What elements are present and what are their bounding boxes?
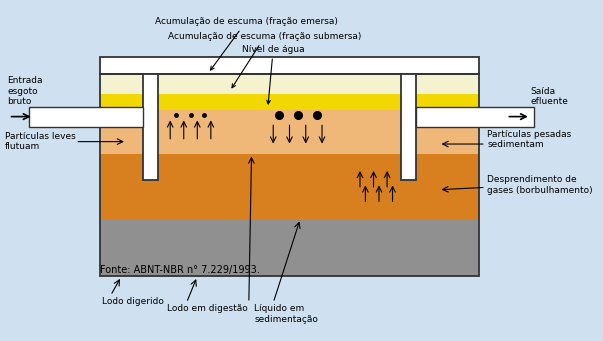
Text: Partículas leves
flutuam: Partículas leves flutuam [5,132,75,151]
Bar [143,74,158,180]
Text: Partículas pesadas
sedimentam: Partículas pesadas sedimentam [487,130,572,149]
Text: Desprendimento de
gases (borbulhamento): Desprendimento de gases (borbulhamento) [487,175,593,195]
Text: Acumulação de escuma (fração emersa): Acumulação de escuma (fração emersa) [155,17,338,70]
Bar [99,110,479,154]
Bar [99,154,479,219]
Bar [99,219,479,276]
Bar [99,57,479,74]
Bar [400,74,416,180]
Text: Fonte: ABNT-NBR n° 7.229/1993.: Fonte: ABNT-NBR n° 7.229/1993. [99,265,259,275]
Bar [99,74,479,93]
Text: Entrada
esgoto
bruto: Entrada esgoto bruto [7,76,43,106]
Text: Líquido em
sedimentação: Líquido em sedimentação [254,304,318,324]
Bar [29,106,143,127]
Bar [99,74,479,276]
Text: Lodo em digestão: Lodo em digestão [168,304,248,313]
Text: Lodo digerido: Lodo digerido [103,297,164,306]
Text: Nível de água: Nível de água [242,45,305,104]
Bar [416,106,534,127]
Text: Saída
efluente: Saída efluente [531,87,569,106]
Bar [99,93,479,110]
Text: Acumulação de escuma (fração submersa): Acumulação de escuma (fração submersa) [168,32,362,88]
